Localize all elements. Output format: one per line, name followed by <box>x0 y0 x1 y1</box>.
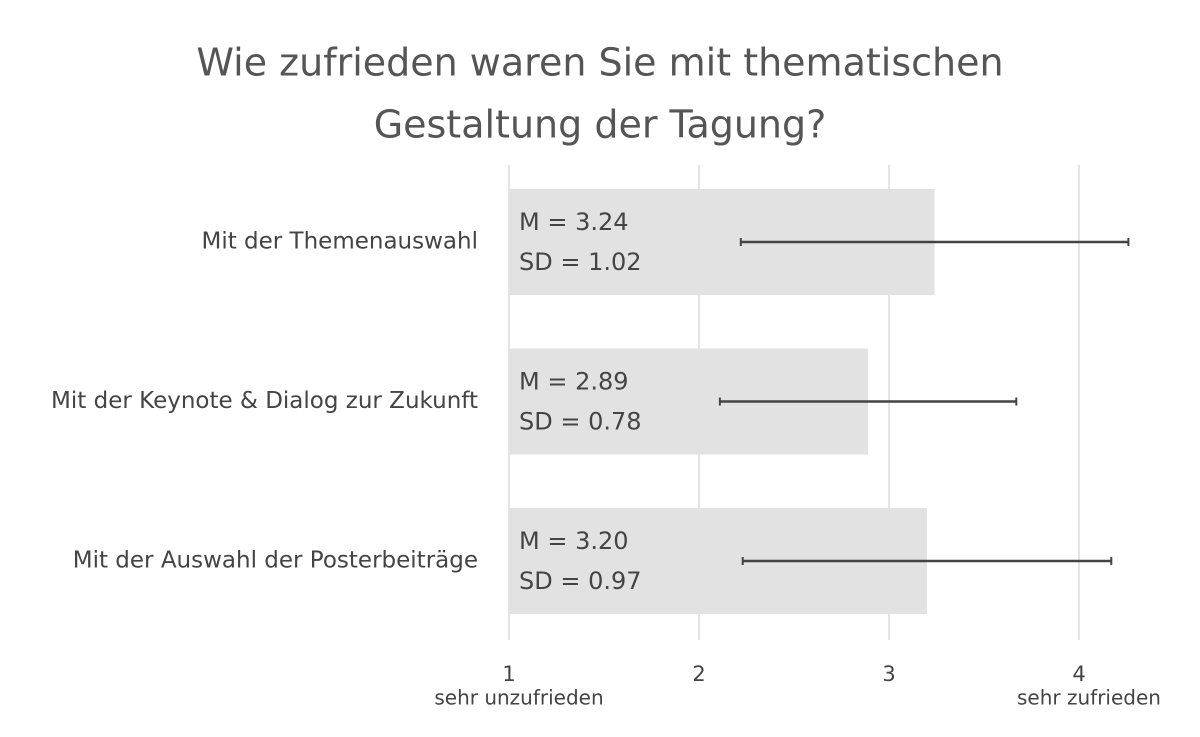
x-tick-label: 4 <box>1072 662 1085 686</box>
value-label: M = 3.24 <box>519 208 629 236</box>
chart-title: Wie zufrieden waren Sie mit thematischen <box>196 41 1003 85</box>
value-label: M = 3.20 <box>519 527 629 555</box>
value-label: M = 2.89 <box>519 368 629 396</box>
error-label: SD = 1.02 <box>519 248 642 276</box>
chart-title: Gestaltung der Tagung? <box>374 103 827 147</box>
error-label: SD = 0.97 <box>519 567 642 595</box>
error-label: SD = 0.78 <box>519 408 642 436</box>
x-tick-label: 2 <box>692 662 705 686</box>
category-label: Mit der Themenauswahl <box>201 229 478 255</box>
x-tick-label: 3 <box>882 662 895 686</box>
category-label: Mit der Keynote & Dialog zur Zukunft <box>51 388 478 414</box>
x-end-label: sehr zufrieden <box>1017 686 1161 710</box>
x-tick-label: 1 <box>502 662 515 686</box>
x-end-label: sehr unzufrieden <box>434 686 603 710</box>
category-label: Mit der Auswahl der Posterbeiträge <box>73 548 478 574</box>
